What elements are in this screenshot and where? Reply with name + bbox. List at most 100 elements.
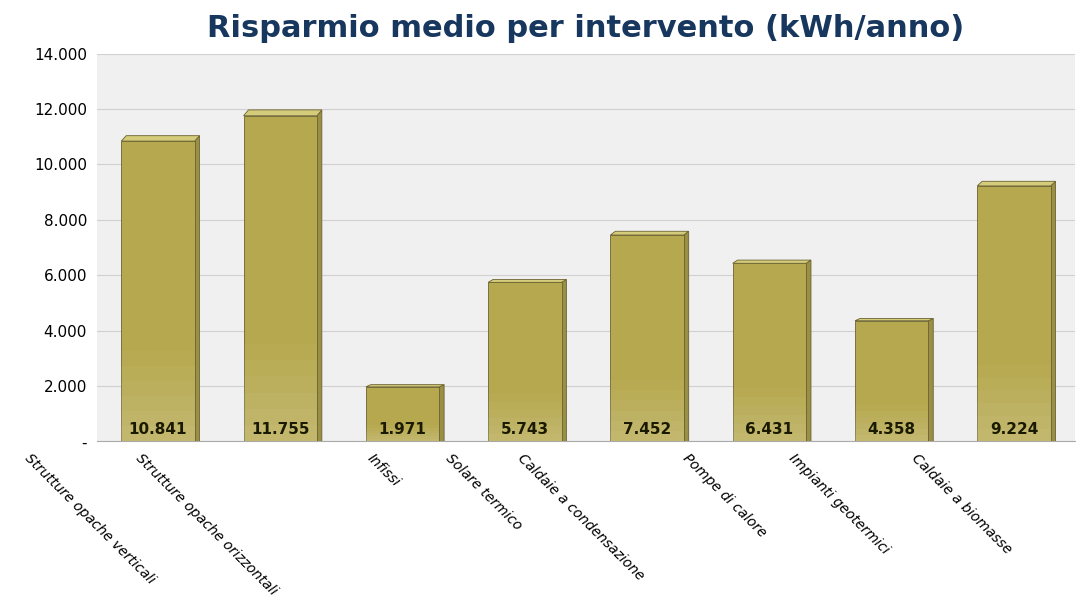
Polygon shape: [562, 280, 566, 441]
Bar: [121, 156, 195, 171]
Bar: [733, 343, 806, 353]
Bar: [611, 245, 684, 256]
Polygon shape: [733, 260, 811, 263]
Bar: [366, 409, 439, 411]
Bar: [733, 290, 806, 299]
Bar: [366, 428, 439, 431]
Bar: [977, 403, 1051, 416]
Bar: [855, 424, 928, 430]
Bar: [855, 345, 928, 351]
Bar: [977, 326, 1051, 339]
Bar: [121, 411, 195, 427]
Bar: [244, 214, 317, 230]
Bar: [611, 379, 684, 390]
Bar: [977, 352, 1051, 365]
Bar: [488, 433, 562, 441]
Bar: [488, 290, 562, 298]
Bar: [855, 327, 928, 333]
Bar: [977, 263, 1051, 275]
Bar: [977, 237, 1051, 250]
FancyBboxPatch shape: [488, 282, 562, 441]
Bar: [366, 406, 439, 409]
Bar: [366, 411, 439, 414]
Bar: [121, 276, 195, 291]
Bar: [121, 171, 195, 186]
Bar: [488, 330, 562, 338]
Bar: [733, 433, 806, 441]
FancyBboxPatch shape: [977, 186, 1051, 441]
Bar: [244, 278, 317, 295]
Bar: [977, 390, 1051, 403]
Bar: [121, 246, 195, 261]
Bar: [977, 301, 1051, 314]
Bar: [977, 212, 1051, 224]
Bar: [611, 307, 684, 318]
Text: 7.452: 7.452: [623, 422, 671, 438]
Bar: [855, 369, 928, 375]
Polygon shape: [439, 385, 444, 441]
Bar: [121, 321, 195, 337]
Bar: [244, 165, 317, 181]
Bar: [366, 422, 439, 425]
Bar: [488, 298, 562, 306]
Bar: [244, 263, 317, 278]
Bar: [121, 351, 195, 367]
Bar: [121, 231, 195, 246]
Polygon shape: [244, 110, 322, 116]
Bar: [855, 375, 928, 381]
Title: Risparmio medio per intervento (kWh/anno): Risparmio medio per intervento (kWh/anno…: [207, 14, 965, 43]
Text: 5.743: 5.743: [501, 422, 549, 438]
Bar: [366, 398, 439, 400]
Bar: [488, 346, 562, 354]
FancyBboxPatch shape: [733, 263, 806, 441]
Bar: [121, 201, 195, 216]
Bar: [855, 321, 928, 327]
Bar: [733, 388, 806, 397]
Bar: [977, 314, 1051, 326]
Bar: [855, 417, 928, 424]
FancyBboxPatch shape: [366, 387, 439, 441]
Bar: [855, 351, 928, 357]
Bar: [855, 405, 928, 411]
Polygon shape: [806, 260, 811, 441]
Bar: [733, 326, 806, 335]
Bar: [611, 400, 684, 411]
Bar: [244, 197, 317, 214]
Bar: [488, 417, 562, 425]
Bar: [855, 381, 928, 387]
Bar: [366, 395, 439, 398]
Bar: [121, 307, 195, 321]
Bar: [733, 299, 806, 308]
Bar: [733, 317, 806, 326]
Polygon shape: [855, 318, 933, 321]
Bar: [488, 386, 562, 394]
Bar: [366, 390, 439, 392]
Bar: [244, 181, 317, 197]
Bar: [121, 381, 195, 397]
Bar: [366, 403, 439, 406]
Bar: [488, 314, 562, 322]
Bar: [977, 339, 1051, 352]
Bar: [121, 141, 195, 156]
Bar: [733, 353, 806, 361]
Bar: [977, 365, 1051, 378]
Bar: [855, 339, 928, 345]
Bar: [611, 297, 684, 307]
Bar: [977, 416, 1051, 429]
Bar: [366, 436, 439, 439]
Bar: [855, 333, 928, 339]
Bar: [121, 291, 195, 307]
Bar: [244, 295, 317, 311]
Bar: [611, 359, 684, 369]
Text: 11.755: 11.755: [250, 422, 309, 438]
Bar: [733, 361, 806, 370]
Bar: [244, 376, 317, 393]
Bar: [488, 362, 562, 370]
Bar: [977, 429, 1051, 441]
Bar: [977, 186, 1051, 199]
Polygon shape: [684, 231, 688, 441]
Bar: [611, 390, 684, 400]
Bar: [611, 276, 684, 286]
Bar: [977, 199, 1051, 212]
Polygon shape: [977, 181, 1055, 186]
